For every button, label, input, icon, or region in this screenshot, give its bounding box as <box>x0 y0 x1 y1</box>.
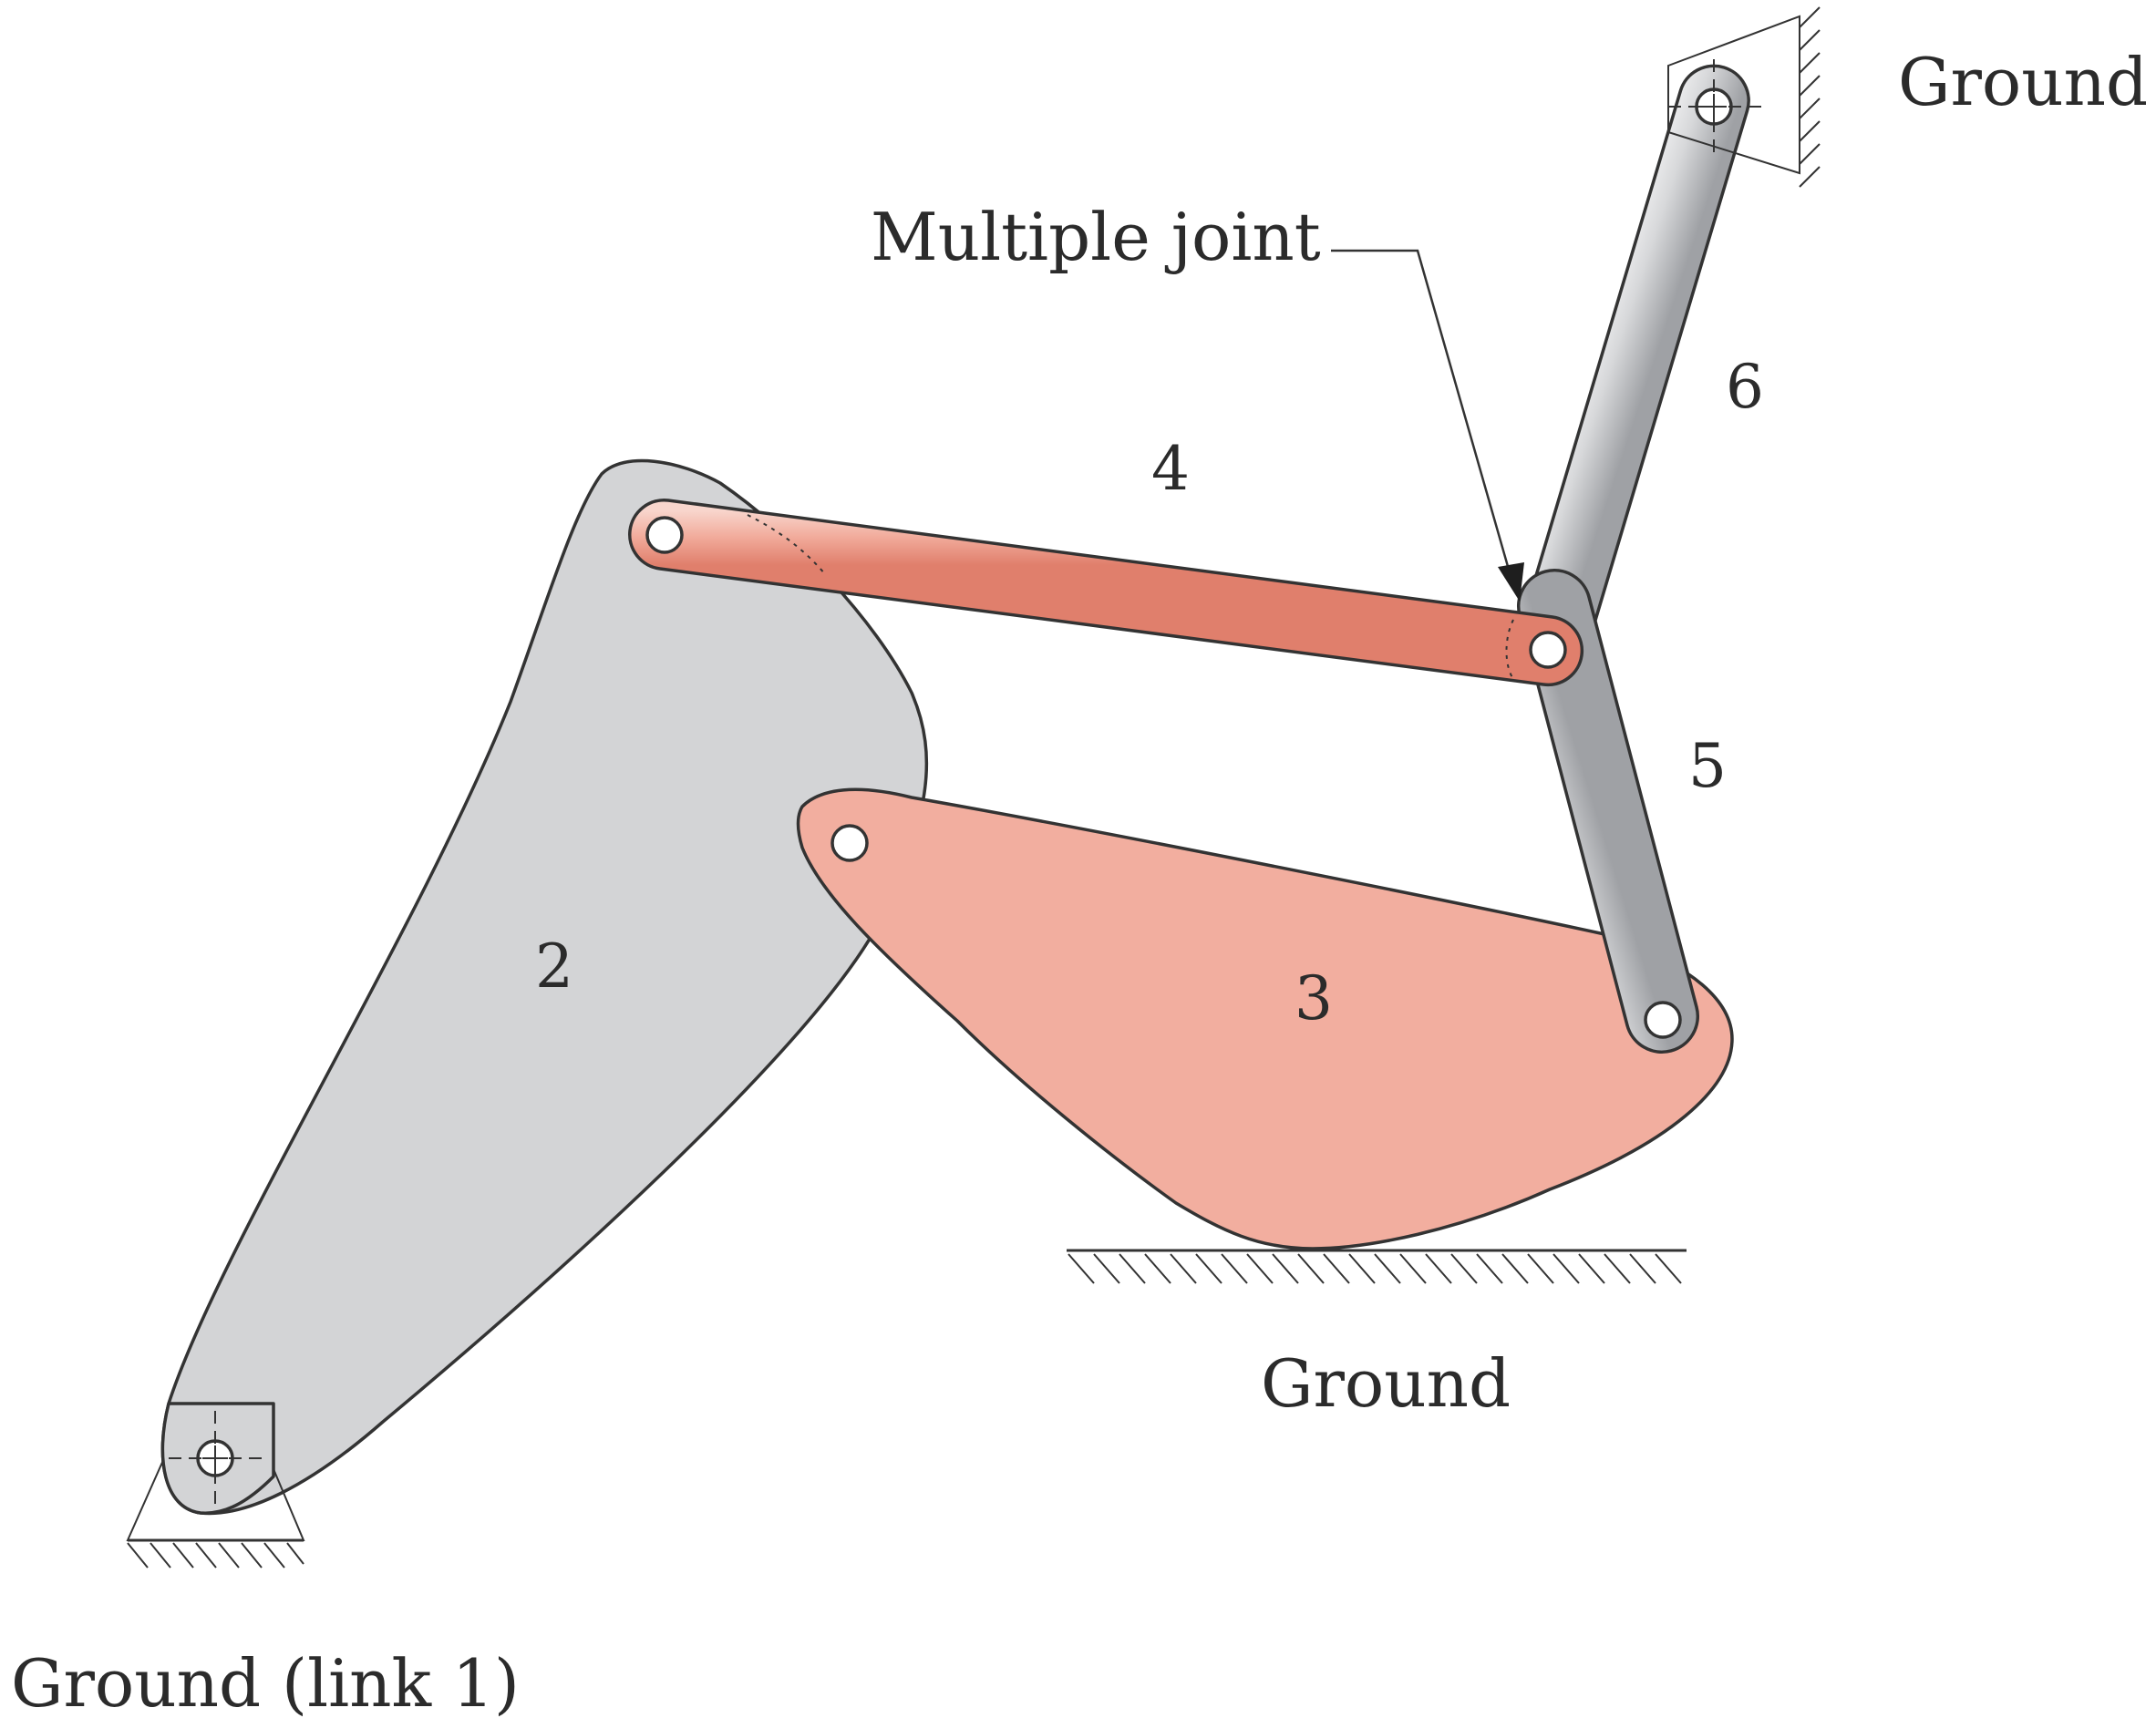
ground-surface <box>1067 1250 1687 1283</box>
joint-multiple <box>1531 633 1565 667</box>
label-ground-link1: Ground (link 1) <box>11 1645 520 1718</box>
joint-3-5 <box>1645 1003 1680 1037</box>
link-label-3: 3 <box>1295 963 1333 1034</box>
link-label-2: 2 <box>535 931 573 1002</box>
link-label-5: 5 <box>1688 731 1727 801</box>
link-label-6: 6 <box>1726 352 1764 422</box>
link-6 <box>1526 66 1749 649</box>
label-ground-top-right: Ground <box>1898 44 2148 120</box>
joint-2-3 <box>832 826 867 860</box>
label-multiple-joint: Multiple joint <box>871 199 1321 275</box>
multiple-joint-leader <box>1331 251 1524 602</box>
joint-2-4 <box>647 518 682 552</box>
link-label-4: 4 <box>1151 434 1190 504</box>
label-ground-bottom: Ground <box>1261 1345 1511 1422</box>
